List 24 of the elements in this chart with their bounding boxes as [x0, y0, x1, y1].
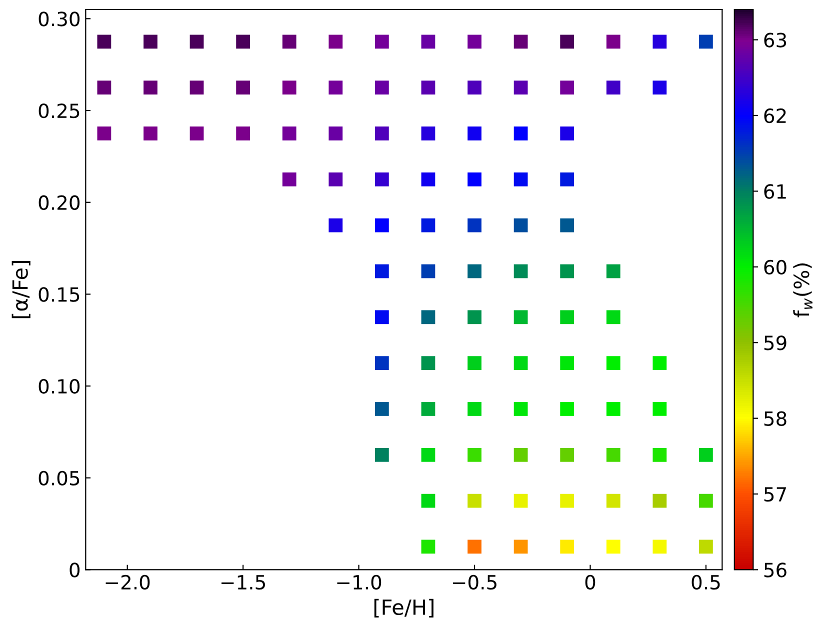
y-axis-title: [α/Fe] [12, 261, 30, 318]
y-tick-label: 0 [70, 562, 80, 578]
color-bar-label: 61 [764, 184, 786, 199]
x-tick-label: −2.0 [106, 574, 150, 590]
color-bar-label: 63 [764, 32, 786, 48]
y-tick-label: 0.20 [38, 195, 80, 210]
color-bar-label: 58 [764, 411, 786, 426]
color-bar-label: 59 [764, 336, 786, 350]
x-tick-label: −0.5 [452, 574, 496, 590]
color-bar-label: 60 [764, 260, 786, 275]
x-tick-label: −1.5 [222, 575, 265, 590]
y-tick-label: 0.05 [38, 470, 80, 486]
color-bar-label: 56 [764, 562, 786, 578]
color-bar-title: f$_{w}$(%) [793, 263, 812, 318]
x-tick-label: 0 [585, 574, 596, 590]
y-tick-label: 0.10 [38, 378, 80, 394]
x-axis-title: [Fe/H] [374, 598, 434, 618]
y-tick-label: 0.25 [38, 103, 80, 118]
x-tick-label: −1.0 [337, 574, 382, 590]
color-bar-label: 57 [764, 487, 786, 502]
color-bar-label: 62 [764, 108, 786, 124]
y-tick-label: 0.15 [38, 287, 80, 302]
x-tick-label: 0.5 [692, 574, 720, 590]
y-tick-label: 0.30 [38, 12, 80, 26]
